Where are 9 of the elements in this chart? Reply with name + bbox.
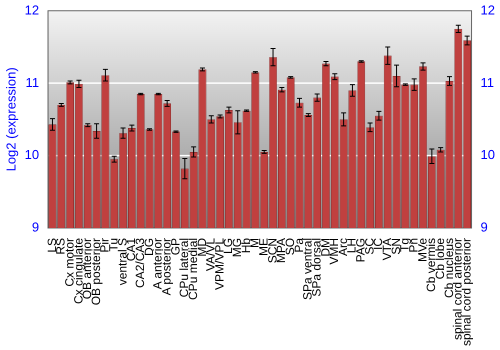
y-tick-label: 10 xyxy=(24,147,40,162)
y-tick-label: 9 xyxy=(32,220,40,235)
y2-tick-label: 12 xyxy=(480,2,496,18)
y2-tick-label: 11 xyxy=(480,74,494,90)
y2-tick-label: 10 xyxy=(480,147,496,162)
y-tick-label: 11 xyxy=(26,74,40,90)
y-tick-label: 12 xyxy=(24,2,40,18)
y-axis-title: Log2 (expression) xyxy=(3,67,18,172)
y2-tick-label: 9 xyxy=(480,220,488,235)
